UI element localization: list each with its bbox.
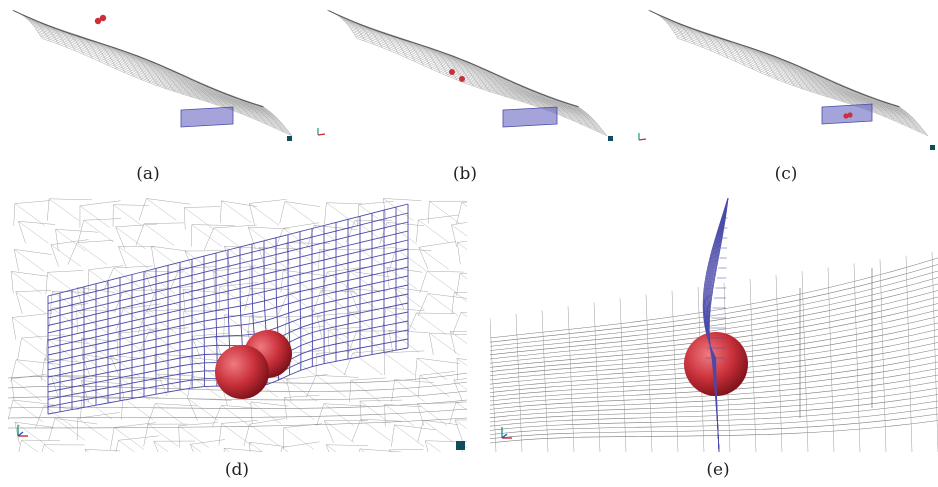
closeup-view-d: [8, 198, 467, 452]
caption-b: (b): [452, 164, 478, 184]
panel-a: [0, 0, 300, 158]
boulder: [449, 69, 455, 75]
caption-c: (c): [774, 164, 798, 184]
barrier-net: [702, 198, 729, 452]
boulder: [843, 113, 849, 119]
boulder: [94, 17, 102, 25]
terrain-mesh: [326, 9, 608, 137]
barrier-net: [502, 106, 558, 128]
closeup-view-e: [490, 198, 938, 452]
terrain-mesh: [8, 198, 467, 452]
panel-c: [636, 0, 938, 158]
boulder: [847, 112, 853, 118]
corner-marker-icon: [456, 441, 465, 450]
corner-marker-icon: [930, 145, 935, 150]
boulder: [459, 76, 465, 82]
axis-triad-icon: [501, 427, 512, 439]
boulder: [215, 345, 269, 399]
caption-a: (a): [136, 164, 160, 184]
terrain-view-c: [638, 9, 929, 141]
axis-triad-icon: [317, 128, 326, 136]
panel-e: [490, 198, 938, 452]
axis-triad-icon: [17, 425, 28, 437]
corner-marker-icon: [287, 136, 292, 141]
terrain-mesh: [647, 9, 929, 137]
terrain-mesh: [11, 9, 293, 137]
corner-marker-icon: [608, 136, 613, 141]
barrier-net: [180, 106, 234, 128]
boulder: [99, 14, 107, 22]
axis-triad-icon: [638, 133, 647, 141]
caption-e: (e): [706, 460, 730, 480]
terrain-view-a: [11, 9, 293, 137]
terrain-view-b: [317, 9, 608, 137]
panel-b: [315, 0, 620, 158]
panel-d: [8, 198, 467, 452]
caption-d: (d): [224, 460, 250, 480]
